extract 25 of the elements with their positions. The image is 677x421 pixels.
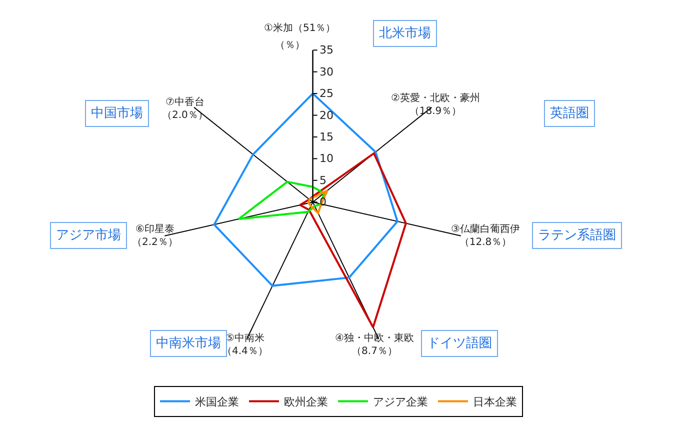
text: 北米市場 <box>379 26 431 41</box>
text: （％） <box>275 40 305 51</box>
legend-label: 欧州企業 <box>284 396 328 409</box>
y-tick-label: 0 <box>319 196 326 209</box>
y-tick-label: 25 <box>319 87 334 100</box>
spoke-label: ⑥印星泰（2.2％） <box>132 223 178 248</box>
y-tick-label: 35 <box>319 44 334 57</box>
text: ラテン系語圏 <box>538 228 616 243</box>
y-tick-label: 30 <box>319 65 334 78</box>
text: 中国市場 <box>91 106 143 121</box>
y-tick-label: 20 <box>319 108 334 122</box>
text: アジア市場 <box>56 228 121 243</box>
text: 中南米市場 <box>156 336 221 351</box>
y-tick-label: 5 <box>319 174 326 187</box>
text: 英語圏 <box>550 106 589 121</box>
spoke-label: ①米加（51％） <box>264 22 336 34</box>
spoke-label: ④独・中欧・東欧（8.7％） <box>335 332 414 357</box>
spoke-label: ⑦中香台（2.0％） <box>162 96 208 121</box>
legend-label: アジア企業 <box>373 396 428 409</box>
legend-label: 日本企業 <box>473 396 517 409</box>
text: ドイツ語圏 <box>427 336 492 351</box>
y-tick-label: 15 <box>319 130 334 144</box>
y-tick-label: 10 <box>319 152 334 166</box>
legend-label: 米国企業 <box>195 396 239 409</box>
spoke-label: ③仏蘭白葡西伊（12.8％） <box>451 223 520 248</box>
